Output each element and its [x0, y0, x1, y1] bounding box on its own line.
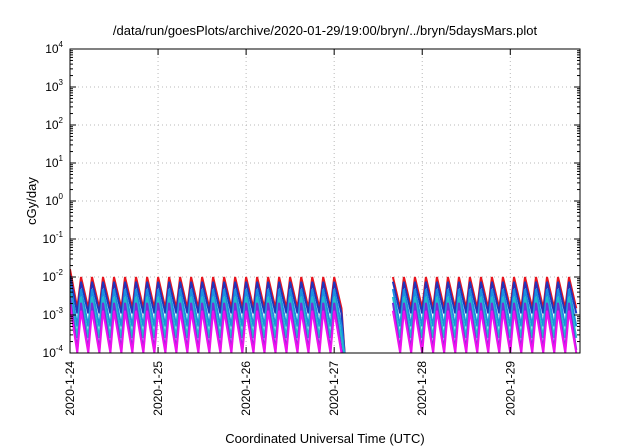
- x-tick-label: 2020-1-26: [239, 361, 253, 416]
- y-tick-base: 10: [45, 118, 59, 132]
- y-tick-base: 10: [45, 42, 59, 56]
- ticks: [69, 48, 580, 354]
- y-tick-exponent: 4: [59, 40, 64, 49]
- y-tick-exponent: -1: [56, 230, 64, 239]
- series-group: [70, 269, 578, 353]
- y-tick-label: 104: [45, 40, 63, 56]
- chart-title: /data/run/goesPlots/archive/2020-01-29/1…: [113, 23, 538, 38]
- y-tick-label: 10-4: [43, 344, 64, 360]
- y-tick-base: 10: [45, 156, 59, 170]
- y-tick-base: 10: [43, 232, 57, 246]
- series-line-6: [391, 310, 578, 353]
- x-tick-label: 2020-1-24: [63, 361, 77, 416]
- y-tick-exponent: 1: [59, 154, 64, 163]
- y-tick-exponent: -3: [56, 306, 64, 315]
- y-tick-label: 101: [45, 154, 63, 170]
- x-tick-label: 2020-1-29: [503, 361, 517, 416]
- y-tick-base: 10: [45, 80, 59, 94]
- y-tick-base: 10: [43, 346, 57, 360]
- y-tick-exponent: -2: [56, 268, 64, 277]
- y-tick-label: 102: [45, 116, 63, 132]
- y-tick-label: 10-2: [43, 268, 64, 284]
- y-tick-label: 103: [45, 78, 63, 94]
- y-tick-label: 10-1: [43, 230, 64, 246]
- y-tick-base: 10: [43, 270, 57, 284]
- x-tick-label: 2020-1-27: [327, 361, 341, 416]
- y-tick-label: 100: [45, 192, 63, 208]
- series-line-2: [391, 281, 578, 314]
- y-tick-base: 10: [43, 308, 57, 322]
- y-tick-exponent: 3: [59, 78, 64, 87]
- y-axis-label: cGy/day: [24, 177, 39, 225]
- x-tick-label: 2020-1-25: [151, 361, 165, 416]
- y-tick-label: 10-3: [43, 306, 64, 322]
- series-line-6: [70, 304, 343, 353]
- x-tick-labels: 2020-1-24 2020-1-25 2020-1-26 2020-1-27 2020…: [63, 361, 517, 416]
- y-tick-exponent: 2: [59, 116, 64, 125]
- y-tick-exponent: 0: [59, 192, 64, 201]
- x-axis-label: Coordinated Universal Time (UTC): [225, 431, 424, 446]
- y-tick-base: 10: [45, 194, 59, 208]
- y-tick-exponent: -4: [56, 344, 64, 353]
- x-tick-label: 2020-1-28: [415, 361, 429, 416]
